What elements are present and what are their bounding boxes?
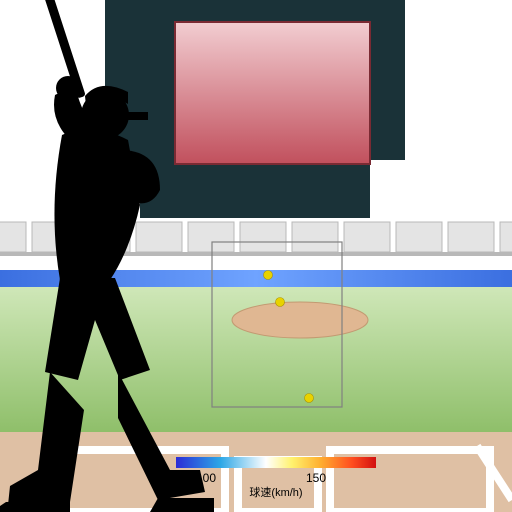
stand-panel xyxy=(448,222,494,252)
colorbar-tick: 100 xyxy=(196,471,216,485)
pitch-location-chart: 100 150 球速(km/h) xyxy=(0,0,512,512)
colorbar-tick: 150 xyxy=(306,471,326,485)
scoreboard-screen xyxy=(175,22,370,164)
stand-panel xyxy=(396,222,442,252)
pitch-marker xyxy=(264,271,273,280)
stand-panel xyxy=(344,222,390,252)
pitchers-mound xyxy=(232,302,368,338)
stand-panel xyxy=(240,222,286,252)
stand-panel xyxy=(292,222,338,252)
velocity-colorbar xyxy=(176,457,376,468)
stand-panel xyxy=(136,222,182,252)
pitch-marker xyxy=(276,298,285,307)
stand-panel xyxy=(500,222,512,252)
stand-panel xyxy=(0,222,26,252)
stand-panel xyxy=(188,222,234,252)
pitch-marker xyxy=(305,394,314,403)
colorbar-title: 球速(km/h) xyxy=(249,485,302,499)
